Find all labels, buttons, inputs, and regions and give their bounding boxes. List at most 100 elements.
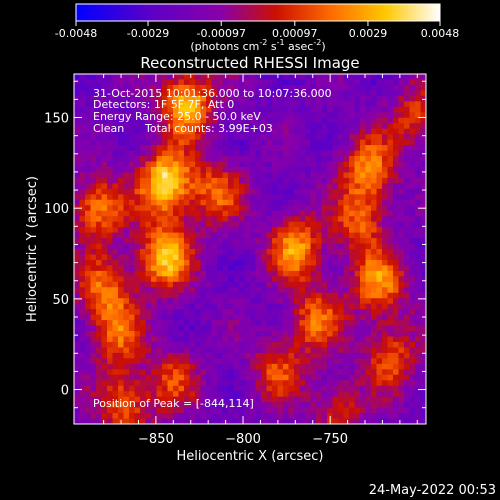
heatmap-cell (332, 363, 339, 370)
heatmap-cell (376, 117, 383, 124)
heatmap-cell (85, 205, 91, 212)
heatmap-cell (129, 309, 135, 316)
heatmap-cell (233, 363, 240, 370)
heatmap-cell (283, 150, 289, 157)
heatmap-cell (409, 385, 416, 392)
heatmap-cell (162, 84, 168, 91)
heatmap-cell (376, 177, 383, 184)
heatmap-cell (145, 205, 152, 212)
heatmap-cell (415, 249, 421, 255)
heatmap-cell (261, 402, 267, 408)
heatmap-cell (266, 249, 273, 255)
heatmap-cell (299, 276, 306, 283)
heatmap-cell (123, 123, 130, 130)
heatmap-cell (189, 331, 196, 337)
heatmap-cell (112, 320, 119, 326)
heatmap-cell (321, 374, 328, 381)
heatmap-cell (228, 145, 234, 151)
heatmap-cell (420, 145, 427, 151)
heatmap-cell (376, 298, 383, 305)
heatmap-cell (211, 309, 218, 316)
heatmap-cell (272, 303, 278, 310)
heatmap-cell (398, 134, 405, 141)
heatmap-cell (211, 363, 218, 370)
heatmap-cell (228, 79, 234, 86)
heatmap-cell (338, 385, 344, 392)
heatmap-cell (178, 380, 185, 387)
heatmap-cell (294, 199, 300, 206)
heatmap-cell (266, 106, 273, 113)
heatmap-cell (365, 166, 372, 173)
heatmap-cell (299, 90, 306, 97)
heatmap-cell (338, 79, 344, 86)
heatmap-cell (239, 134, 245, 141)
heatmap-cell (305, 303, 311, 310)
heatmap-cell (145, 232, 152, 239)
heatmap-cell (349, 374, 355, 381)
heatmap-cell (387, 363, 394, 370)
heatmap-cell (112, 402, 119, 408)
heatmap-cell (393, 128, 399, 135)
heatmap-cell (129, 374, 135, 381)
heatmap-cell (173, 156, 179, 162)
heatmap-cell (140, 402, 146, 408)
heatmap-cell (239, 156, 245, 162)
heatmap-cell (376, 161, 383, 168)
heatmap-cell (145, 177, 152, 184)
heatmap-cell (349, 276, 355, 283)
heatmap-cell (239, 194, 245, 201)
heatmap-cell (338, 303, 344, 310)
heatmap-cell (310, 281, 317, 288)
heatmap-cell (195, 227, 201, 233)
heatmap-cell (200, 358, 207, 365)
heatmap-cell (305, 270, 311, 277)
heatmap-cell (200, 276, 207, 283)
heatmap-cell (415, 188, 421, 195)
heatmap-cell (211, 112, 218, 119)
heatmap-cell (387, 336, 394, 343)
heatmap-cell (349, 270, 355, 277)
heatmap-cell (398, 156, 405, 162)
heatmap-cell (305, 347, 311, 354)
heatmap-cell (338, 298, 344, 305)
heatmap-cell (371, 281, 377, 288)
heatmap-cell (376, 292, 383, 299)
heatmap-cell (118, 254, 124, 261)
heatmap-cell (244, 369, 251, 376)
heatmap-cell (387, 385, 394, 392)
heatmap-cell (140, 380, 146, 387)
heatmap-cell (140, 254, 146, 261)
heatmap-cell (74, 123, 80, 130)
heatmap-cell (266, 254, 273, 261)
heatmap-cell (255, 320, 262, 326)
heatmap-cell (233, 117, 240, 124)
heatmap-cell (332, 188, 339, 195)
heatmap-cell (134, 358, 141, 365)
heatmap-cell (189, 369, 196, 376)
heatmap-cell (90, 331, 97, 337)
heatmap-cell (305, 166, 311, 173)
heatmap-cell (420, 270, 427, 277)
heatmap-cell (156, 79, 163, 86)
heatmap-cell (277, 106, 284, 113)
heatmap-cell (365, 90, 372, 97)
heatmap-cell (112, 374, 119, 381)
heatmap-cell (409, 281, 416, 288)
heatmap-cell (156, 358, 163, 365)
heatmap-cell (140, 188, 146, 195)
heatmap-cell (305, 374, 311, 381)
heatmap-cell (239, 210, 245, 217)
heatmap-cell (167, 134, 174, 141)
heatmap-cell (376, 95, 383, 102)
heatmap-cell (156, 380, 163, 387)
heatmap-cell (244, 161, 251, 168)
heatmap-cell (85, 369, 91, 376)
heatmap-cell (327, 243, 333, 250)
heatmap-cell (354, 363, 361, 370)
heatmap-cell (173, 128, 179, 135)
heatmap-cell (195, 188, 201, 195)
heatmap-cell (365, 418, 372, 425)
heatmap-cell (404, 418, 410, 425)
heatmap-cell (101, 396, 108, 403)
heatmap-cell (129, 363, 135, 370)
